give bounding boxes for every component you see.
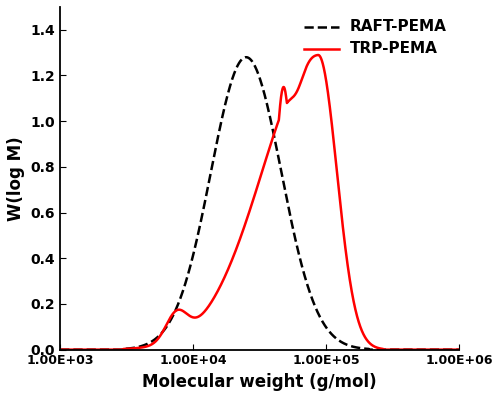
TRP-PEMA bbox=[126, 346, 132, 351]
Y-axis label: W(log M): W(log M) bbox=[7, 136, 25, 220]
RAFT-PEMA bbox=[228, 82, 234, 87]
RAFT-PEMA bbox=[456, 347, 462, 352]
RAFT-PEMA bbox=[57, 347, 63, 352]
TRP-PEMA bbox=[57, 347, 63, 352]
RAFT-PEMA bbox=[243, 55, 249, 60]
TRP-PEMA bbox=[102, 347, 108, 352]
Line: RAFT-PEMA: RAFT-PEMA bbox=[60, 57, 460, 349]
RAFT-PEMA bbox=[102, 347, 108, 352]
Legend: RAFT-PEMA, TRP-PEMA: RAFT-PEMA, TRP-PEMA bbox=[298, 14, 452, 62]
RAFT-PEMA bbox=[210, 158, 216, 163]
RAFT-PEMA bbox=[126, 346, 132, 351]
TRP-PEMA bbox=[315, 53, 321, 57]
TRP-PEMA bbox=[210, 297, 216, 302]
RAFT-PEMA bbox=[406, 347, 411, 352]
RAFT-PEMA bbox=[448, 347, 454, 352]
Line: TRP-PEMA: TRP-PEMA bbox=[60, 55, 460, 349]
TRP-PEMA bbox=[448, 347, 454, 352]
X-axis label: Molecular weight (g/mol): Molecular weight (g/mol) bbox=[142, 373, 377, 391]
TRP-PEMA bbox=[228, 261, 234, 266]
TRP-PEMA bbox=[456, 347, 462, 352]
TRP-PEMA bbox=[406, 347, 411, 352]
